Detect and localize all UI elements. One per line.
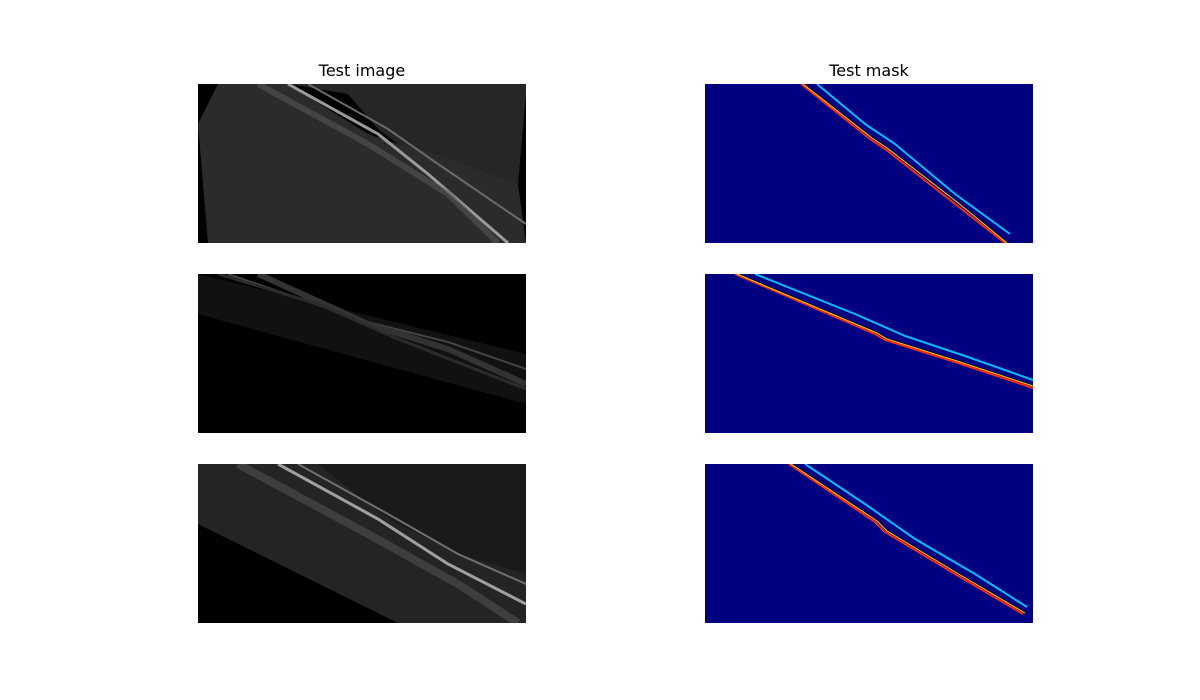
test-mask-2 [705,274,1033,433]
test-mask-1 [705,84,1033,243]
test-mask-title: Test mask [829,61,909,80]
test-image-title: Test image [318,61,406,80]
test-image-1 [198,84,526,243]
test-image-3 [198,464,526,623]
test-mask-3 [705,464,1033,623]
test-image-2 [198,274,526,433]
